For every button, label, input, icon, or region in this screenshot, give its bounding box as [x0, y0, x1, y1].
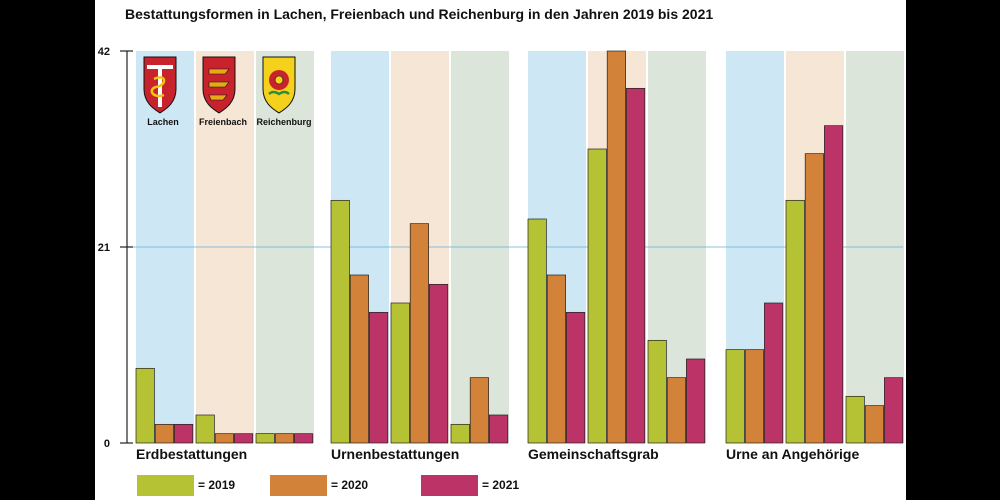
group-label-0: Erdbestattungen — [136, 446, 247, 462]
group-label-1: Urnenbestattungen — [331, 446, 459, 462]
bar-3-0-2 — [764, 302, 784, 444]
town-label-freienbach: Freienbach — [199, 117, 247, 127]
bar-0-1-1 — [214, 433, 234, 444]
bar-0-2-0 — [255, 433, 275, 444]
bar-1-1-1 — [409, 223, 429, 444]
bar-0-0-2 — [174, 423, 194, 444]
y-tick-label-2: 42 — [98, 46, 110, 58]
bar-2-0-2 — [566, 311, 586, 444]
bar-2-1-1 — [606, 50, 626, 444]
chart-title: Bestattungsformen in Lachen, Freienbach … — [125, 6, 714, 22]
y-axis: 0 21 42 — [98, 46, 133, 450]
bar-2-0-1 — [546, 274, 566, 444]
bar-2-2-1 — [666, 377, 686, 444]
lachen-coat-of-arms-icon — [143, 56, 177, 114]
bar-1-2-0 — [450, 423, 470, 444]
legend-swatch-2021 — [421, 475, 478, 496]
group-labels: Erdbestattungen Urnenbestattungen Gemeinsc… — [136, 446, 859, 462]
reichenburg-coat-of-arms-icon — [262, 56, 296, 114]
bar-0-0-0 — [135, 367, 155, 444]
bar-0-1-0 — [195, 414, 215, 444]
y-tick-label-0: 0 — [104, 438, 110, 450]
bar-0-2-1 — [274, 433, 294, 444]
legend: = 2019 = 2020 = 2021 — [137, 475, 519, 496]
bar-2-0-0 — [527, 218, 547, 444]
legend-label-2020: = 2020 — [331, 478, 368, 492]
bar-1-0-0 — [330, 199, 350, 444]
bar-3-0-1 — [744, 349, 764, 444]
bar-1-0-1 — [349, 274, 369, 444]
legend-swatch-2020 — [270, 475, 327, 496]
bar-1-2-1 — [469, 377, 489, 444]
bar-3-2-0 — [845, 395, 865, 444]
bar-3-2-2 — [884, 377, 904, 444]
bar-1-1-0 — [390, 302, 410, 444]
town-label-lachen: Lachen — [147, 117, 179, 127]
bar-0-1-2 — [234, 433, 254, 444]
bar-2-2-2 — [686, 358, 706, 444]
bar-1-1-2 — [429, 283, 449, 444]
bar-1-2-2 — [489, 414, 509, 444]
bar-3-1-0 — [785, 199, 805, 444]
bar-0-2-2 — [294, 433, 314, 444]
bar-3-1-1 — [804, 153, 824, 444]
legend-label-2021: = 2021 — [482, 478, 519, 492]
bar-2-1-0 — [587, 148, 607, 444]
freienbach-coat-of-arms-icon — [202, 56, 236, 114]
bar-3-2-1 — [864, 405, 884, 444]
bar-0-0-1 — [154, 423, 174, 444]
group-label-3: Urne an Angehörige — [726, 446, 859, 462]
legend-label-2019: = 2019 — [198, 478, 235, 492]
y-tick-label-1: 21 — [98, 242, 110, 254]
town-label-reichenburg: Reichenburg — [256, 117, 311, 127]
bars-group — [135, 50, 904, 444]
group-label-2: Gemeinschaftsgrab — [528, 446, 659, 462]
bar-3-1-2 — [824, 125, 844, 444]
bar-2-2-0 — [647, 339, 667, 444]
legend-swatch-2019 — [137, 475, 194, 496]
bar-1-0-2 — [369, 311, 389, 444]
bar-2-1-2 — [626, 87, 646, 444]
bar-3-0-0 — [725, 349, 745, 444]
